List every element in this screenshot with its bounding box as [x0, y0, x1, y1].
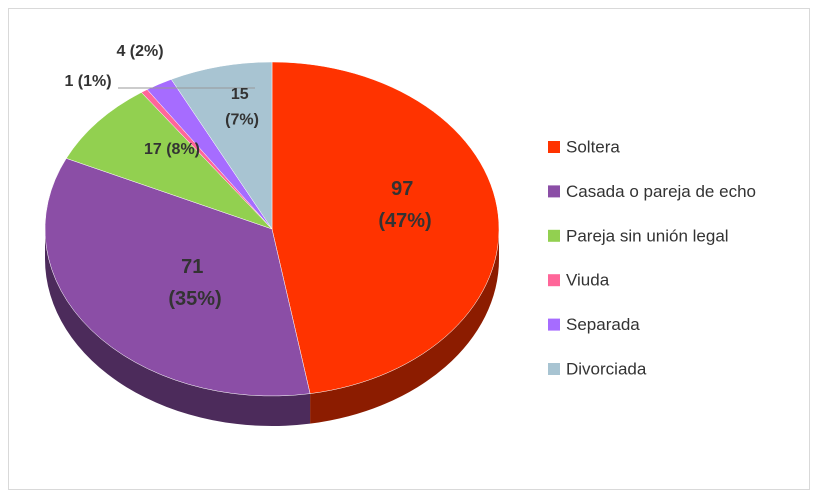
pie-slice	[170, 61, 273, 230]
pie-slice	[44, 158, 311, 397]
data-label-line: (35%)	[168, 288, 221, 310]
legend-label: Separada	[566, 315, 640, 334]
legend-swatch	[548, 141, 560, 153]
data-label: 17 (8%)	[144, 141, 200, 158]
legend-label: Pareja sin unión legal	[566, 226, 729, 245]
data-label-line: (7%)	[225, 112, 259, 129]
pie-side	[310, 229, 499, 424]
pie-side	[45, 229, 311, 426]
legend-swatch	[548, 229, 560, 242]
data-label: 4 (2%)	[116, 43, 163, 60]
data-label: 15 (7%)	[225, 86, 259, 129]
data-label: 97 (47%)	[378, 178, 431, 232]
data-label-line: 15	[231, 86, 253, 103]
pie-slice	[65, 92, 273, 230]
legend-swatch	[548, 274, 560, 287]
data-label-line: 71	[181, 256, 209, 278]
legend-swatch	[548, 185, 560, 198]
legend-label: Soltera	[566, 137, 620, 156]
data-label: 71 (35%)	[168, 256, 221, 310]
data-label: 1 (1%)	[64, 73, 111, 90]
data-label-line: (47%)	[378, 210, 431, 232]
legend-swatch	[548, 363, 560, 375]
legend-label: Divorciada	[566, 359, 647, 378]
pie-slice	[271, 61, 500, 394]
legend-swatch	[548, 318, 560, 331]
legend-label: Casada o pareja de echo	[566, 182, 756, 201]
legend-label: Viuda	[566, 271, 610, 290]
data-label-line: 97	[391, 178, 419, 200]
